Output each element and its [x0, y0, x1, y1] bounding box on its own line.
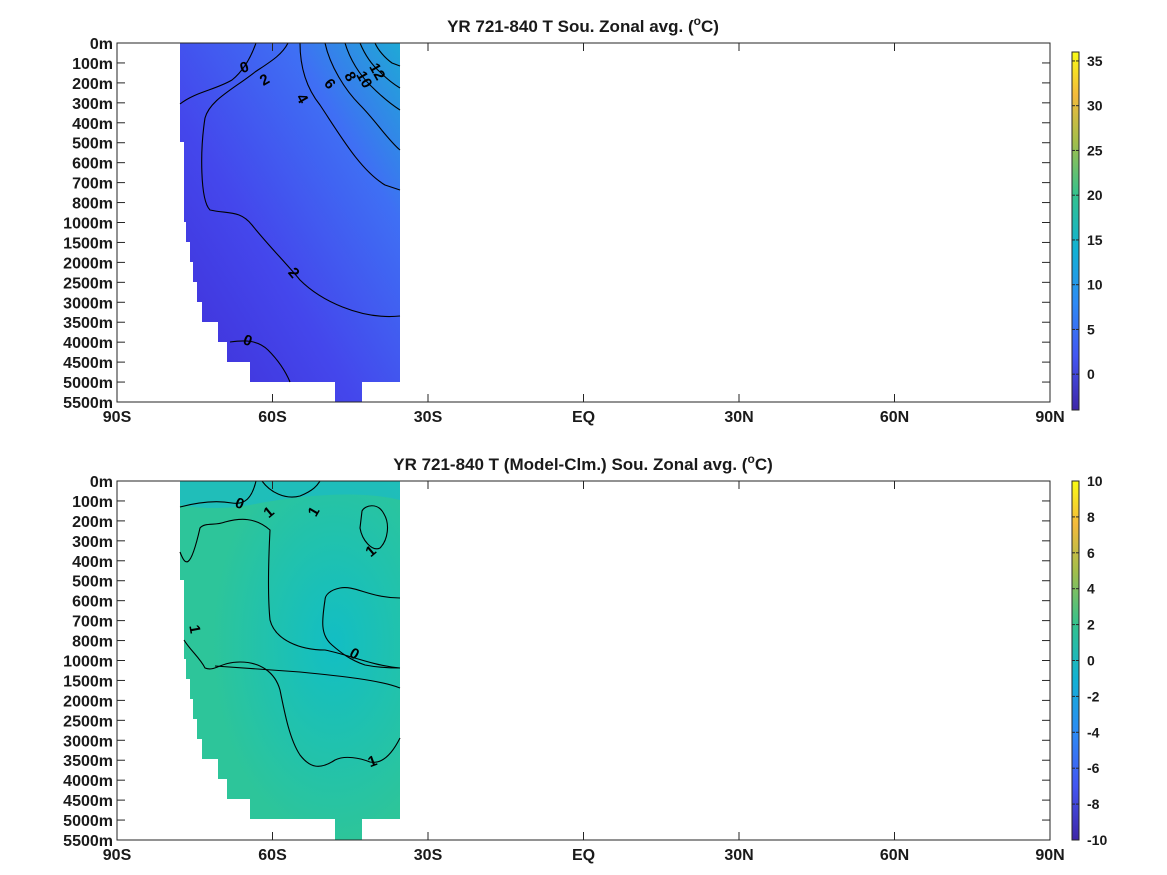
chart-2-title: YR 721-840 T (Model-Clm.) Sou. Zonal avg…	[393, 452, 773, 474]
y-tick-label: 4000m	[63, 335, 113, 352]
y-tick-label: 0m	[90, 474, 113, 491]
y-tick-label: 5500m	[63, 395, 113, 412]
colorbar-tick-label: 5	[1087, 321, 1095, 337]
chart-2-field	[179, 481, 401, 840]
y-tick-label: 1500m	[63, 235, 113, 252]
y-tick-label: 5000m	[63, 375, 113, 392]
colorbar-tick-label: 4	[1087, 581, 1095, 597]
y-tick-label: 2500m	[63, 275, 113, 292]
x-tick-label: EQ	[572, 847, 595, 864]
y-tick-label: 2000m	[63, 693, 113, 710]
contour-label: 12	[365, 60, 388, 83]
colorbar-tick-label: 8	[1087, 509, 1095, 525]
chart-1-field	[179, 43, 401, 402]
colorbar-tick-label: 30	[1087, 98, 1103, 114]
x-tick-label: 90N	[1035, 409, 1064, 426]
y-tick-label: 600m	[72, 156, 113, 173]
x-tick-label: 60S	[258, 847, 287, 864]
y-tick-label: 4000m	[63, 773, 113, 790]
colorbar-tick-label: 35	[1087, 53, 1103, 69]
chart-1-x-axis: 90S 60S 30S EQ 30N 60N 90N	[103, 409, 1065, 426]
colorbar-tick-label: -10	[1087, 832, 1107, 848]
x-tick-label: 90S	[103, 409, 132, 426]
y-tick-label: 1000m	[63, 216, 113, 233]
y-tick-label: 500m	[72, 574, 113, 591]
panel-2: YR 721-840 T (Model-Clm.) Sou. Zonal avg…	[63, 452, 1107, 864]
colorbar-tick-label: 25	[1087, 142, 1103, 158]
chart-1-data-region	[180, 43, 400, 402]
y-tick-label: 2500m	[63, 713, 113, 730]
colorbar-tick-label: 20	[1087, 187, 1103, 203]
x-tick-label: 30N	[724, 409, 753, 426]
colorbar-tick-label: 15	[1087, 232, 1103, 248]
chart-1-axis-ticks	[116, 42, 1051, 403]
colorbar-tick-label: 2	[1087, 617, 1095, 633]
chart-2-data-region	[180, 481, 400, 840]
chart-1-colorbar-ticks: 35 30 25 20 15 10 5 0	[1072, 53, 1103, 382]
y-tick-label: 800m	[72, 634, 113, 651]
contour-label: 10	[352, 68, 375, 91]
y-tick-label: 700m	[72, 176, 113, 193]
x-tick-label: 60S	[258, 409, 287, 426]
y-tick-label: 4500m	[63, 355, 113, 372]
chart-1-title: YR 721-840 T Sou. Zonal avg. (oC)	[447, 14, 719, 36]
colorbar-tick-label: -8	[1087, 796, 1100, 812]
x-tick-label: EQ	[572, 409, 595, 426]
y-tick-label: 1000m	[63, 654, 113, 671]
colorbar-tick-label: 10	[1087, 473, 1103, 489]
panel-1: YR 721-840 T Sou. Zonal avg. (oC) 0 2 4 …	[63, 14, 1103, 426]
y-tick-label: 4500m	[63, 793, 113, 810]
chart-2-y-axis: 0m 100m 200m 300m 400m 500m 600m 700m 800m 1000m 1…	[63, 474, 113, 850]
y-tick-label: 400m	[72, 554, 113, 571]
colorbar-tick-label: -2	[1087, 688, 1100, 704]
colorbar-tick-label: -6	[1087, 760, 1100, 776]
y-tick-label: 200m	[72, 514, 113, 531]
colorbar-tick-label: 10	[1087, 277, 1103, 293]
contour-label: 1	[185, 624, 203, 635]
y-tick-label: 500m	[72, 136, 113, 153]
colorbar-tick-label: 0	[1087, 366, 1095, 382]
x-tick-label: 90N	[1035, 847, 1064, 864]
y-tick-label: 100m	[72, 494, 113, 511]
y-tick-label: 3500m	[63, 753, 113, 770]
y-tick-label: 100m	[72, 56, 113, 73]
x-tick-label: 30N	[724, 847, 753, 864]
chart-1-colorbar	[1071, 51, 1080, 411]
y-tick-label: 0m	[90, 36, 113, 53]
chart-1-contours	[179, 43, 401, 383]
colorbar-tick-label: 0	[1087, 653, 1095, 669]
y-tick-label: 1500m	[63, 673, 113, 690]
y-tick-label: 2000m	[63, 255, 113, 272]
x-tick-label: 90S	[103, 847, 132, 864]
y-tick-label: 200m	[72, 76, 113, 93]
y-tick-label: 3000m	[63, 733, 113, 750]
y-tick-label: 600m	[72, 594, 113, 611]
y-tick-label: 300m	[72, 534, 113, 551]
y-tick-label: 5500m	[63, 833, 113, 850]
y-tick-label: 700m	[72, 614, 113, 631]
colorbar-tick-label: -4	[1087, 724, 1100, 740]
chart-2-x-axis: 90S 60S 30S EQ 30N 60N 90N	[103, 847, 1065, 864]
chart-2-axis-ticks	[116, 480, 1051, 841]
chart-2-colorbar-ticks: 10 8 6 4 2 0 -2 -4 -6 -8 -10	[1072, 473, 1107, 848]
colorbar-tick-label: 6	[1087, 545, 1095, 561]
y-tick-label: 3500m	[63, 315, 113, 332]
x-tick-label: 60N	[880, 847, 909, 864]
y-tick-label: 400m	[72, 116, 113, 133]
x-tick-label: 30S	[414, 847, 443, 864]
x-tick-label: 60N	[880, 409, 909, 426]
chart-1-y-axis: 0m 100m 200m 300m 400m 500m 600m 700m 800m 1000m 1…	[63, 36, 113, 412]
y-tick-label: 300m	[72, 96, 113, 113]
x-tick-label: 30S	[414, 409, 443, 426]
chart-2-contours	[179, 481, 401, 767]
y-tick-label: 3000m	[63, 295, 113, 312]
y-tick-label: 5000m	[63, 813, 113, 830]
y-tick-label: 800m	[72, 196, 113, 213]
